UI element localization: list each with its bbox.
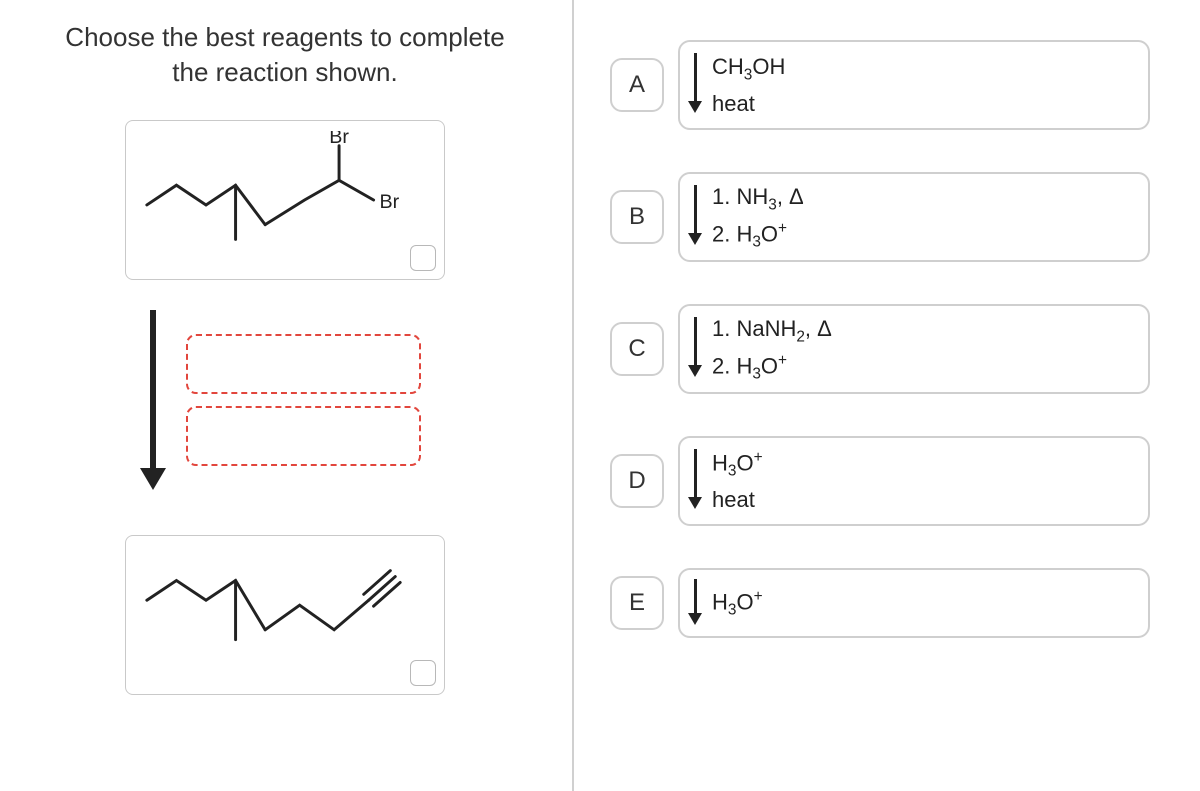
product-molecule-svg [136, 546, 414, 684]
zoom-button-start[interactable] [410, 245, 436, 271]
option-card-d[interactable]: H3O+heat [678, 436, 1150, 526]
product-molecule-card [125, 535, 445, 695]
reagent-line: H3O+ [712, 446, 763, 483]
reagent-text-b: 1. NH3, Δ2. H3O+ [712, 180, 804, 253]
option-row-b: B 1. NH3, Δ2. H3O+ [610, 172, 1150, 262]
vertical-divider [572, 0, 574, 791]
reagent-arrow-icon [690, 53, 700, 117]
option-row-a: A CH3OHheat [610, 40, 1150, 130]
option-letter-e[interactable]: E [610, 576, 664, 630]
reaction-arrow [150, 310, 156, 490]
reagent-arrow-icon [690, 449, 700, 513]
reagent-arrow-icon [690, 579, 700, 627]
option-card-a[interactable]: CH3OHheat [678, 40, 1150, 130]
option-row-e: E H3O+ [610, 568, 1150, 638]
option-card-e[interactable]: H3O+ [678, 568, 1150, 638]
question-text: Choose the best reagents to complete the… [30, 20, 540, 90]
option-card-c[interactable]: 1. NaNH2, Δ2. H3O+ [678, 304, 1150, 394]
reagent-line: heat [712, 87, 785, 120]
reagent-line: 1. NH3, Δ [712, 180, 804, 217]
reagent-line: H3O+ [712, 585, 763, 622]
reagent-dropzone-2[interactable] [186, 406, 421, 466]
option-row-c: C 1. NaNH2, Δ2. H3O+ [610, 304, 1150, 394]
question-line-1: Choose the best reagents to complete [65, 22, 504, 52]
start-molecule-svg: Br Br [136, 131, 414, 269]
start-molecule-card: Br Br [125, 120, 445, 280]
option-letter-a[interactable]: A [610, 58, 664, 112]
reagent-text-e: H3O+ [712, 585, 763, 622]
br-label-1: Br [329, 131, 349, 148]
reagent-dropzone-1[interactable] [186, 334, 421, 394]
reagent-text-a: CH3OHheat [712, 50, 785, 120]
reagent-text-d: H3O+heat [712, 446, 763, 516]
reagent-arrow-icon [690, 185, 700, 249]
zoom-button-product[interactable] [410, 660, 436, 686]
option-letter-d[interactable]: D [610, 454, 664, 508]
reagent-text-c: 1. NaNH2, Δ2. H3O+ [712, 312, 832, 385]
reagent-arrow-icon [690, 317, 700, 381]
reagent-line: CH3OH [712, 50, 785, 87]
reagent-line: 1. NaNH2, Δ [712, 312, 832, 349]
reagent-line: 2. H3O+ [712, 349, 832, 386]
question-line-2: the reaction shown. [172, 57, 397, 87]
br-label-2: Br [379, 191, 399, 213]
reagent-line: 2. H3O+ [712, 217, 804, 254]
options-panel: ACH3OHheatB1. NH3, Δ2. H3O+C1. NaNH2, Δ2… [590, 30, 1180, 690]
option-row-d: D H3O+heat [610, 436, 1150, 526]
option-letter-b[interactable]: B [610, 190, 664, 244]
option-letter-c[interactable]: C [610, 322, 664, 376]
option-card-b[interactable]: 1. NH3, Δ2. H3O+ [678, 172, 1150, 262]
reagent-line: heat [712, 483, 763, 516]
